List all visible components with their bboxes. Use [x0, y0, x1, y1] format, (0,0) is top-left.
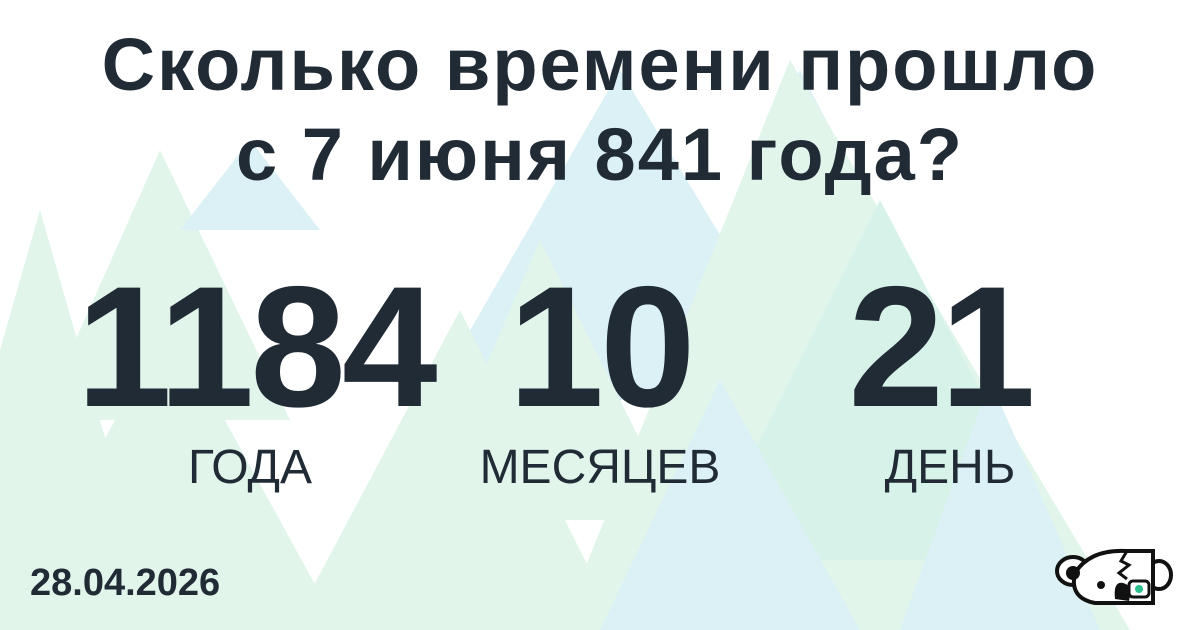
days-label: ДЕНЬ — [884, 441, 1016, 494]
days-value: 21 — [848, 251, 1035, 443]
title-line-2: с 7 июня 841 года? — [236, 113, 964, 196]
years-value: 1184 — [76, 251, 437, 443]
months-value: 10 — [508, 251, 695, 443]
title-line-1: Сколько времени прошло — [101, 23, 1099, 106]
months-label: МЕСЯЦЕВ — [479, 441, 721, 494]
years-label: ГОДА — [187, 441, 313, 494]
current-date: 28.04.2026 — [30, 562, 221, 604]
koala-robot-logo-icon — [1055, 548, 1173, 605]
